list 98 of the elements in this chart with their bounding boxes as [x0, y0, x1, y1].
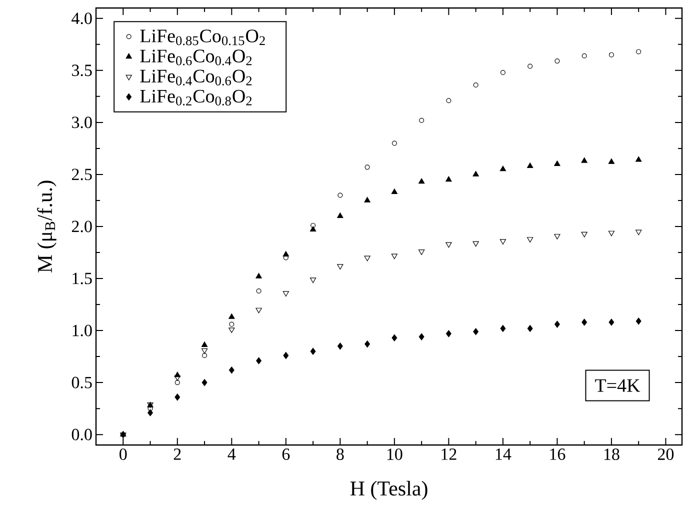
point [391, 188, 398, 194]
point [608, 230, 615, 236]
point [608, 158, 615, 164]
point [636, 49, 642, 54]
x-tick-label: 6 [282, 448, 290, 460]
point [148, 409, 153, 416]
point [608, 52, 614, 58]
point [310, 226, 316, 232]
point [418, 178, 425, 184]
x-tick-label: 14 [496, 448, 512, 460]
point [310, 222, 316, 228]
y-tick-label: 1.0 [72, 324, 92, 336]
point [418, 333, 424, 340]
point [283, 352, 289, 360]
point [582, 318, 588, 326]
y-tick-label: 0.5 [72, 376, 92, 388]
point [419, 118, 424, 123]
point [500, 239, 506, 245]
y-tick-label: 3.0 [72, 116, 92, 128]
point [500, 324, 506, 332]
legend-label: LiFe$_{0.2}$Co$_{0.8}$O$_{2}$ [140, 90, 252, 106]
point [527, 324, 533, 332]
point [256, 272, 262, 278]
x-tick-label: 4 [228, 448, 236, 460]
point [228, 328, 235, 333]
point [554, 320, 560, 328]
point [472, 170, 479, 176]
y-tick-label: 0.0 [72, 428, 92, 440]
x-tick-label: 18 [604, 448, 620, 460]
x-tick-label: 0 [120, 448, 127, 460]
y-tick-label: 3.5 [72, 64, 92, 76]
point [446, 176, 452, 182]
point [337, 342, 343, 350]
x-tick-label: 16 [550, 448, 566, 460]
point [202, 353, 208, 358]
point [636, 318, 642, 325]
x-tick-label: 20 [658, 448, 674, 460]
point [256, 288, 262, 294]
point [472, 241, 479, 247]
point [554, 160, 560, 166]
point [174, 380, 180, 386]
point [228, 314, 235, 319]
y-axis-title: M (μ$_{B}$/f.u.) [37, 180, 56, 273]
point [446, 330, 452, 338]
point [364, 196, 370, 202]
point [174, 394, 180, 401]
point [581, 157, 588, 163]
point [608, 318, 614, 326]
point [282, 251, 289, 256]
point [364, 256, 370, 262]
legend-label: LiFe$_{0.85}$Co$_{0.15}$O$_{2}$ [140, 30, 265, 46]
point [256, 308, 262, 314]
point [500, 166, 506, 172]
point [174, 375, 180, 381]
point [582, 53, 587, 58]
x-tick-label: 10 [387, 448, 402, 460]
y-tick-label: 4.0 [72, 12, 92, 24]
point [500, 70, 506, 76]
point [228, 366, 234, 374]
point [337, 264, 344, 270]
point [364, 340, 370, 348]
point [337, 212, 344, 218]
point [201, 342, 208, 348]
point [527, 237, 534, 242]
point [310, 278, 316, 284]
point [636, 230, 642, 236]
y-tick-label: 2.0 [72, 220, 92, 232]
y-tick-label: 2.5 [72, 168, 92, 180]
point [392, 140, 397, 146]
point [391, 254, 398, 260]
point [528, 64, 533, 69]
point [473, 328, 479, 336]
point [554, 58, 560, 64]
x-axis-title: H (Tesla) [350, 480, 428, 500]
point [310, 348, 316, 355]
point [446, 98, 452, 104]
point [338, 192, 343, 198]
point [256, 357, 262, 364]
point [201, 348, 208, 354]
annotation: T=4K [595, 379, 640, 392]
legend-label: LiFe$_{0.6}$Co$_{0.4}$O$_{2}$ [140, 50, 252, 66]
legend-label: LiFe$_{0.4}$Co$_{0.6}$O$_{2}$ [140, 70, 252, 86]
point [473, 82, 478, 88]
point [364, 164, 370, 170]
point [554, 234, 560, 240]
point [282, 291, 289, 297]
point [418, 250, 425, 255]
x-tick-label: 8 [336, 448, 344, 460]
point [392, 334, 398, 342]
x-tick-label: 2 [174, 448, 181, 460]
point [581, 232, 588, 238]
point [229, 322, 234, 327]
point [527, 162, 534, 168]
point [636, 156, 642, 162]
y-tick-label: 1.5 [72, 272, 92, 284]
x-tick-label: 12 [442, 448, 456, 460]
point [202, 379, 208, 386]
point [446, 242, 452, 248]
